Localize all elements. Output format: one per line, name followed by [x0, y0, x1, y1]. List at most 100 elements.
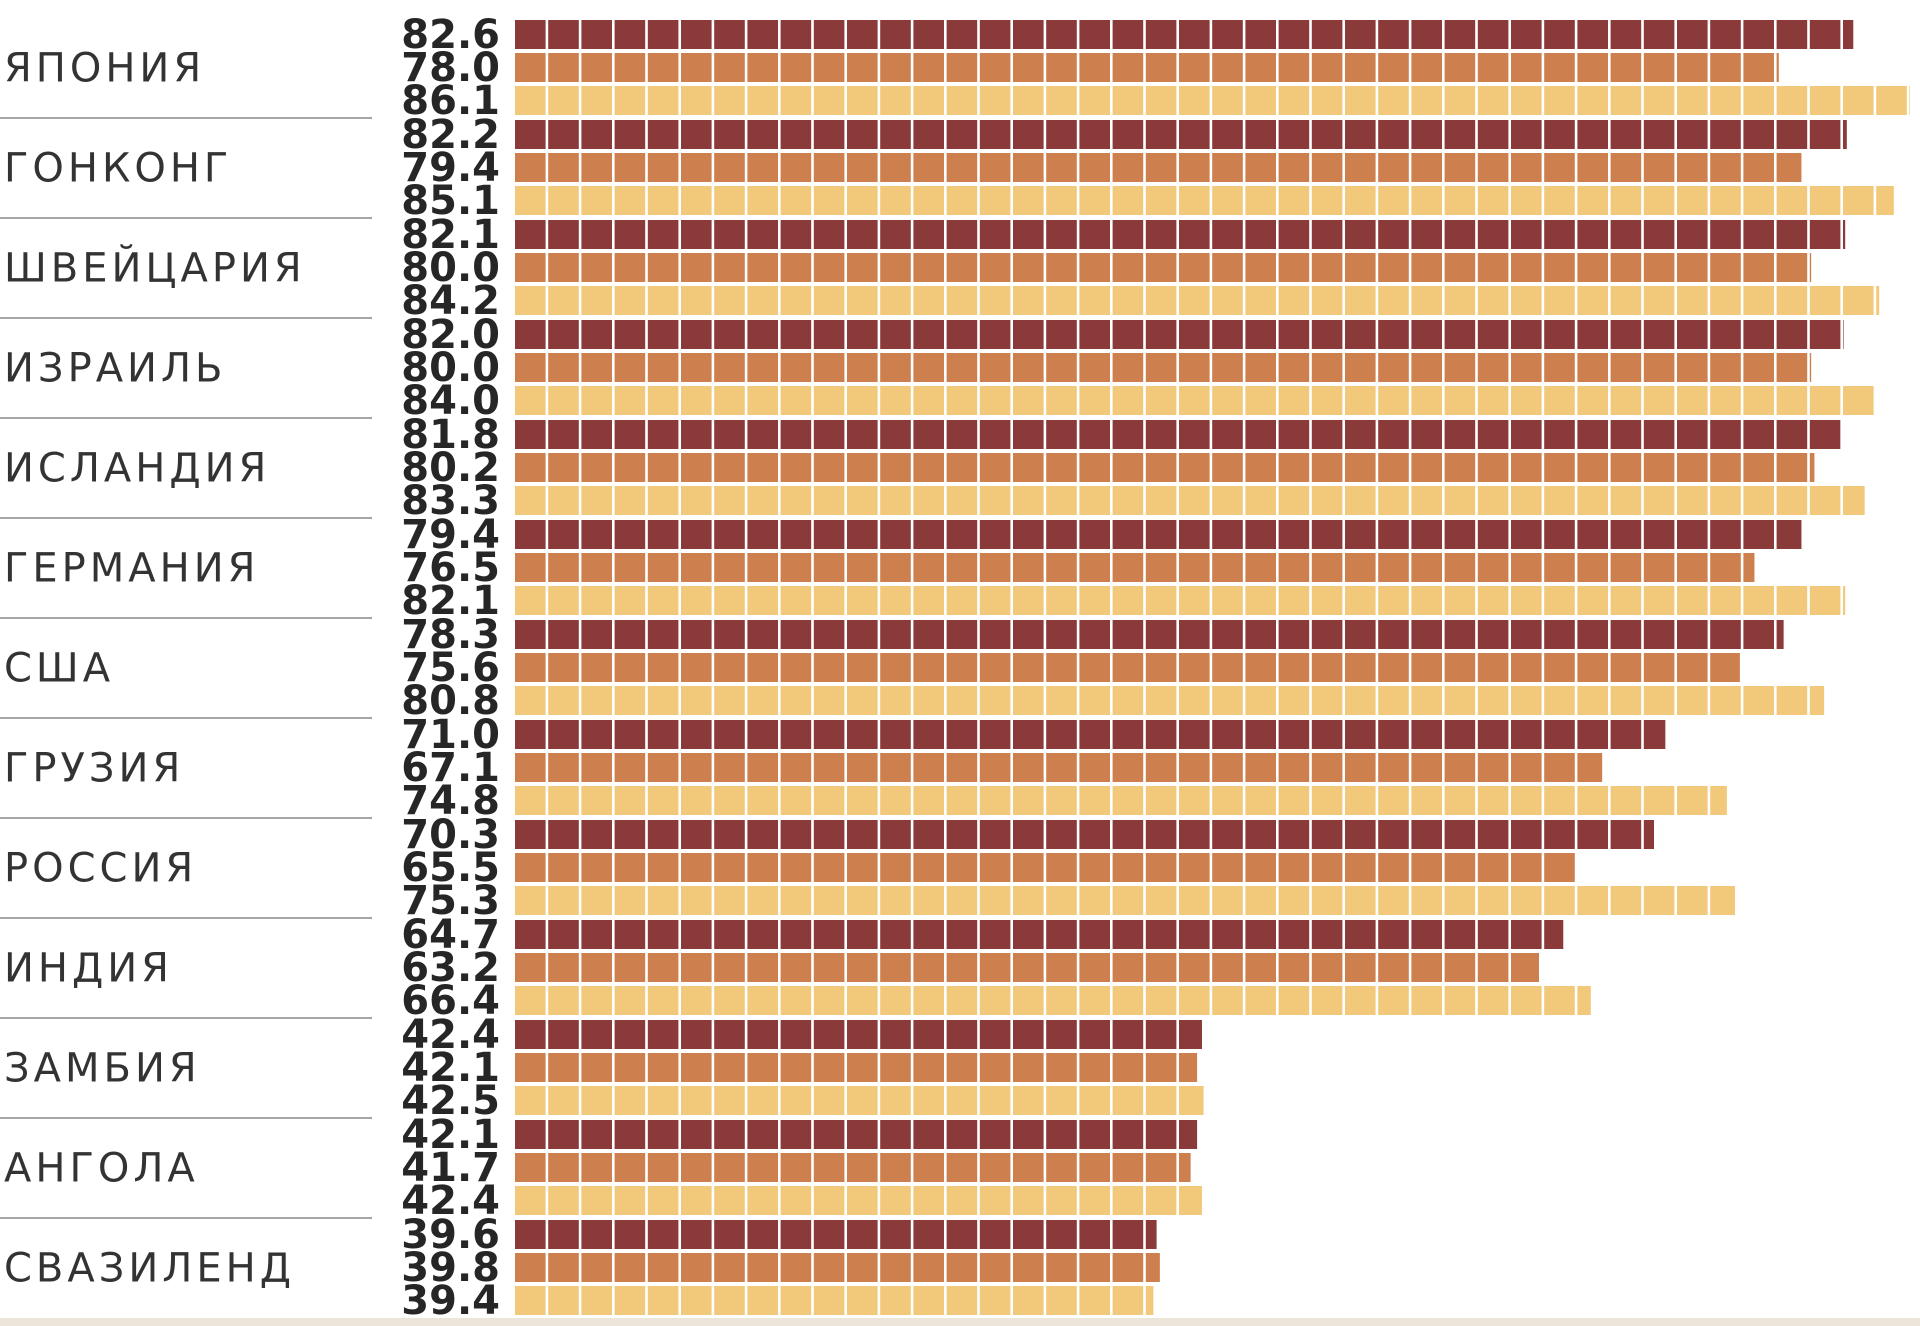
bar-segment	[1112, 1020, 1144, 1049]
bar-segment	[1610, 86, 1642, 115]
bar-segment	[1444, 653, 1476, 682]
bar-segment	[581, 520, 612, 549]
bar	[515, 586, 1846, 615]
bar-segment	[946, 453, 978, 482]
bar-segment	[1610, 886, 1642, 915]
bar-segment	[1743, 386, 1774, 415]
bar-segment	[647, 1186, 679, 1215]
bar-segment	[1677, 253, 1708, 282]
bar-segment	[780, 353, 812, 382]
bar-segment	[1212, 886, 1243, 915]
bar-segment	[1677, 686, 1708, 715]
bar-segment	[1046, 353, 1077, 382]
value-label: 67.1	[401, 745, 500, 791]
bar-segment	[1577, 320, 1608, 349]
bar-segment	[1677, 453, 1708, 482]
bar-segment	[1179, 786, 1210, 815]
bar-segment	[714, 1186, 745, 1215]
bar-segment	[1013, 986, 1044, 1015]
bar-segment	[1079, 1120, 1110, 1149]
bar-segment	[1776, 286, 1808, 315]
bar-segment	[747, 220, 778, 249]
bar-segment	[1013, 153, 1044, 182]
bar-segment	[1145, 153, 1177, 182]
bar-segment	[681, 686, 712, 715]
bar-segment	[1643, 420, 1675, 449]
bar-segment	[1112, 720, 1144, 749]
bar-segment	[1743, 120, 1774, 149]
bar-segment	[614, 253, 646, 282]
bar-segment	[1577, 886, 1608, 915]
bar-segment	[1577, 820, 1608, 849]
bar-segment	[1245, 786, 1276, 815]
bar-segment	[1378, 686, 1409, 715]
bar-segment	[1411, 486, 1442, 515]
bar-segment	[614, 1020, 646, 1049]
bar-segment	[647, 20, 679, 49]
bar-segment	[614, 1086, 646, 1115]
bar-segment	[614, 420, 646, 449]
bar-segment	[1378, 86, 1409, 115]
bar-segment	[880, 886, 911, 915]
bar	[515, 320, 1844, 349]
value-label: 66.4	[401, 978, 500, 1024]
bar-segment	[1643, 720, 1666, 749]
bar-segment	[1477, 386, 1509, 415]
bar	[515, 453, 1815, 482]
bar-segment	[714, 1253, 745, 1282]
bar-segment	[747, 453, 778, 482]
bar-segment	[1577, 753, 1603, 782]
bar-segment	[1544, 753, 1575, 782]
bar-segment	[979, 753, 1011, 782]
bar-segment	[1345, 953, 1376, 982]
bar-segment	[714, 253, 745, 282]
bar-segment	[681, 920, 712, 949]
bar-segment	[1577, 620, 1608, 649]
bar-segment	[913, 1053, 944, 1082]
bar-segment	[913, 420, 944, 449]
bar-segment	[847, 53, 878, 82]
bar-segment	[1311, 586, 1343, 615]
bar-segment	[880, 420, 911, 449]
bar-segment	[1311, 886, 1343, 915]
bar-segment	[581, 553, 612, 582]
bar-segment	[1809, 20, 1841, 49]
bar-segment	[614, 686, 646, 715]
bar-segment	[647, 53, 679, 82]
bar-segment	[1444, 53, 1476, 82]
bar-segment	[647, 653, 679, 682]
bar-segment	[1112, 153, 1144, 182]
bar-segment	[747, 1286, 778, 1315]
bar-segment	[1511, 153, 1542, 182]
bar-segment	[1212, 186, 1243, 215]
bar-segment	[1411, 986, 1442, 1015]
bar-segment	[1444, 186, 1476, 215]
bar-segment	[1112, 686, 1144, 715]
bar-segment	[1643, 620, 1675, 649]
bar-segment	[1643, 320, 1675, 349]
bar-segment	[1843, 86, 1874, 115]
bar-segment	[1677, 420, 1708, 449]
bar-segment	[1743, 153, 1774, 182]
bar-segment	[880, 220, 911, 249]
bar-segment	[1079, 1220, 1110, 1249]
bar	[515, 953, 1539, 982]
bar-segment	[1776, 20, 1808, 49]
bar-segment	[1610, 553, 1642, 582]
bar-segment	[1710, 586, 1741, 615]
bar-segment	[1477, 553, 1509, 582]
bar-segment	[1378, 720, 1409, 749]
bar-segment	[681, 620, 712, 649]
bar-segment	[1345, 353, 1376, 382]
bar-segment	[1013, 320, 1044, 349]
bar-segment	[1212, 320, 1243, 349]
bar-segment	[581, 353, 612, 382]
bar-segment	[913, 286, 944, 315]
bar-segment	[1643, 286, 1675, 315]
bar-segment	[1378, 620, 1409, 649]
bar-segment	[1046, 920, 1077, 949]
bar-segment	[714, 753, 745, 782]
bar-segment	[747, 86, 778, 115]
country-label: США	[4, 646, 114, 692]
bar-segment	[1477, 620, 1509, 649]
